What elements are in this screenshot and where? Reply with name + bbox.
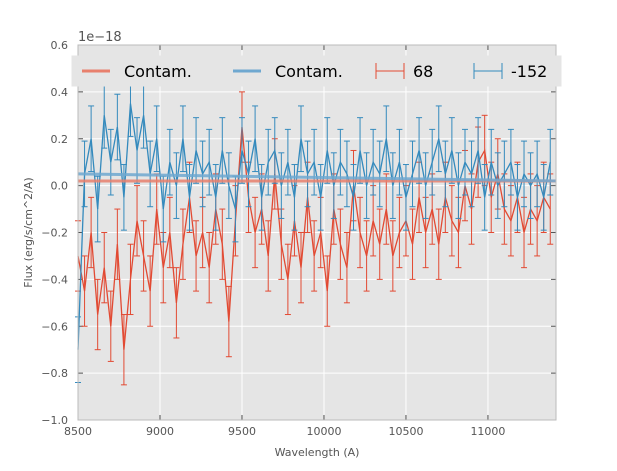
x-tick-label: 10500: [388, 425, 423, 438]
legend-label: 68: [413, 62, 433, 81]
x-tick-label: 11000: [470, 425, 505, 438]
y-tick-label: −0.8: [41, 367, 68, 380]
y-tick-label: 0.4: [51, 86, 69, 99]
y-tick-label: −0.4: [41, 273, 68, 286]
y-tick-label: 0.2: [51, 133, 69, 146]
contam-line: [77, 172, 557, 183]
series-line-68: [77, 126, 551, 350]
y-tick-label: −0.2: [41, 227, 68, 240]
x-tick-label: 9000: [146, 425, 174, 438]
legend-label: -152: [511, 62, 547, 81]
y-tick-label: −0.6: [41, 320, 68, 333]
y-axis-label: Flux (erg/s/cm^2/A): [22, 177, 35, 287]
x-axis-label: Wavelength (A): [275, 446, 360, 459]
x-tick-label: 10000: [306, 425, 341, 438]
legend-label: Contam.: [275, 62, 343, 81]
x-tick-label: 8500: [64, 425, 92, 438]
y-tick-label: −1.0: [41, 414, 68, 427]
offset-label: 1e−18: [78, 30, 122, 45]
y-tick-label: 0.6: [51, 39, 69, 52]
x-tick-label: 9500: [228, 425, 256, 438]
series-line--152: [77, 103, 551, 350]
legend-label: Contam.: [124, 62, 192, 81]
y-tick-label: 0.0: [51, 180, 69, 193]
plot-frame: [77, 44, 557, 421]
